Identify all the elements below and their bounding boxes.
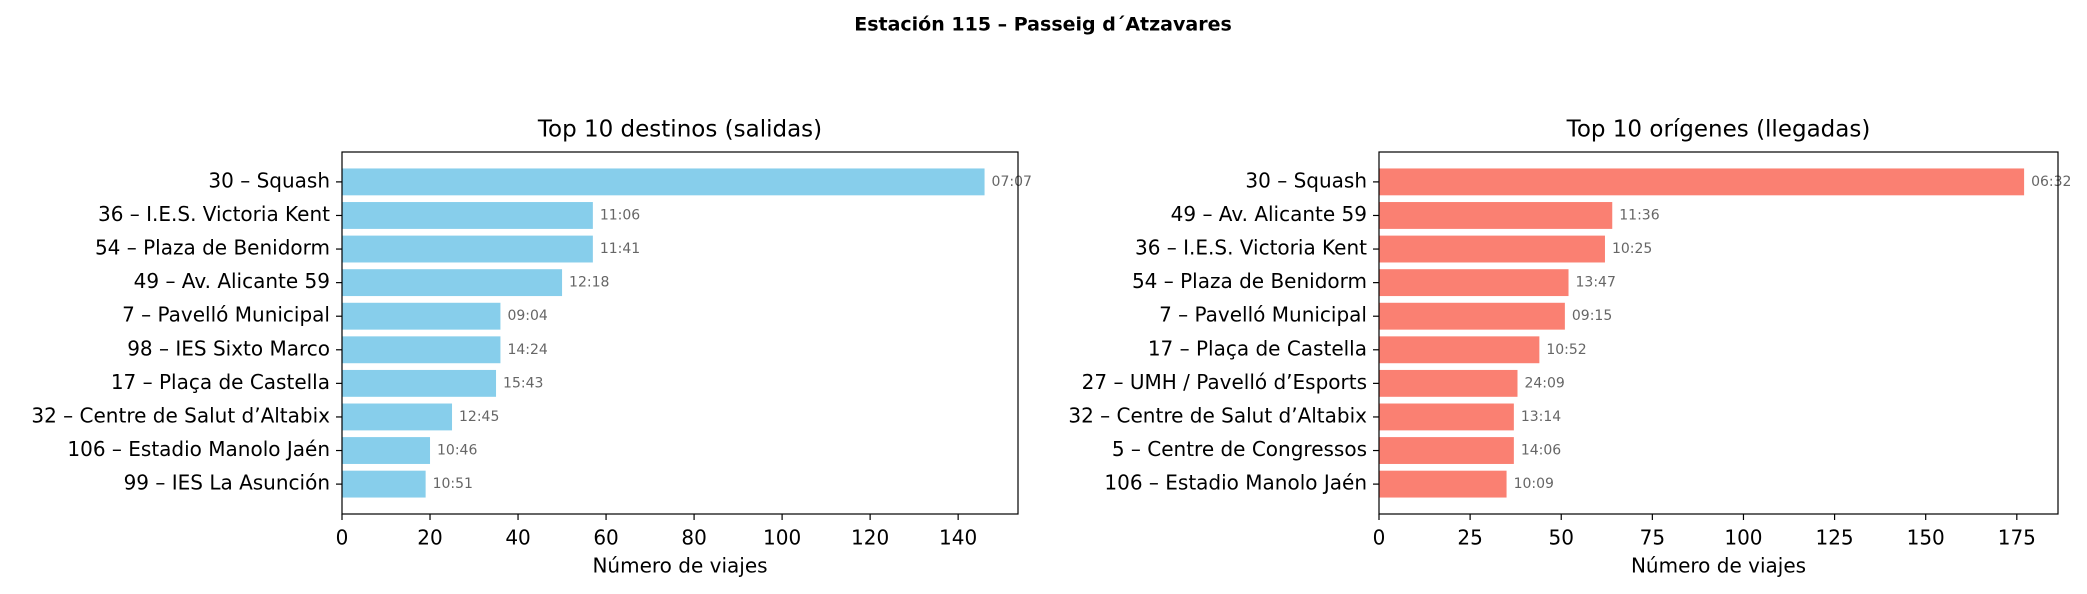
y-tick-label: 17 – Plaça de Castella (1148, 336, 1367, 360)
y-tick-label: 32 – Centre de Salut d’Altabix (1068, 403, 1367, 427)
y-tick-label: 106 – Estadio Manolo Jaén (67, 437, 330, 461)
bar-annotation: 12:18 (569, 275, 609, 291)
x-tick-label: 120 (851, 526, 889, 550)
x-tick-label: 60 (593, 526, 618, 550)
y-tick-label: 30 – Squash (1245, 168, 1367, 192)
bar (1379, 403, 1514, 431)
y-tick-label: 99 – IES La Asunción (124, 471, 330, 495)
x-tick-label: 80 (681, 526, 706, 550)
bar (1379, 302, 1565, 330)
bar-annotation: 11:36 (1619, 207, 1659, 223)
y-tick-label: 106 – Estadio Manolo Jaén (1104, 471, 1367, 495)
bar-annotation: 14:06 (1521, 443, 1561, 459)
bar-annotation: 13:47 (1576, 275, 1616, 291)
bar-annotation: 11:41 (600, 241, 640, 257)
y-tick-label: 7 – Pavelló Municipal (122, 303, 330, 327)
bar (342, 269, 563, 297)
bar-annotation: 14:24 (507, 342, 547, 358)
bar-annotation: 15:43 (503, 375, 543, 391)
x-tick-label: 75 (1640, 526, 1665, 550)
figure-title: Estación 115 – Passeig d´Atzavares (854, 14, 1232, 36)
bar (342, 470, 426, 498)
x-tick-label: 0 (1373, 526, 1386, 550)
bar (342, 168, 985, 196)
x-tick-label: 125 (1815, 526, 1853, 550)
x-tick-label: 175 (1998, 526, 2036, 550)
y-tick-label: 5 – Centre de Congressos (1112, 437, 1367, 461)
bar (1379, 168, 2025, 196)
bar (1379, 202, 1613, 229)
bar-annotation: 10:51 (433, 476, 473, 492)
bar-annotation: 10:09 (1514, 476, 1554, 492)
bar-annotation: 10:25 (1612, 241, 1652, 257)
x-tick-label: 150 (1907, 526, 1945, 550)
bar-annotation: 11:06 (600, 207, 640, 223)
y-tick-label: 36 – I.E.S. Victoria Kent (98, 202, 330, 226)
y-tick-label: 17 – Plaça de Castella (111, 370, 330, 394)
y-tick-label: 32 – Centre de Salut d’Altabix (31, 403, 330, 427)
bar (1379, 470, 1507, 498)
bar-annotation: 09:04 (507, 308, 547, 324)
bar-annotation: 24:09 (1524, 375, 1564, 391)
y-tick-label: 54 – Plaza de Benidorm (1132, 269, 1367, 293)
plot-frame (1378, 151, 2059, 515)
y-tick-label: 54 – Plaza de Benidorm (95, 236, 330, 260)
bar (342, 403, 453, 431)
x-tick-label: 20 (417, 526, 442, 550)
bar-annotation: 13:14 (1521, 409, 1561, 425)
y-tick-label: 36 – I.E.S. Victoria Kent (1135, 236, 1367, 260)
bar-annotation: 10:52 (1546, 342, 1586, 358)
x-tick-label: 140 (939, 526, 977, 550)
y-tick-label: 49 – Av. Alicante 59 (1171, 202, 1367, 226)
axis-title: Top 10 orígenes (llegadas) (1566, 117, 1871, 143)
bar (342, 235, 593, 263)
bar (1379, 235, 1605, 263)
x-tick-label: 0 (336, 526, 349, 550)
bar (1379, 369, 1518, 397)
plot-frame (341, 151, 1019, 515)
bar (342, 302, 501, 330)
x-tick-label: 25 (1457, 526, 1482, 550)
bar-annotation: 06:32 (2031, 174, 2071, 190)
bar (342, 202, 593, 229)
x-tick-label: 50 (1549, 526, 1574, 550)
x-tick-label: 100 (1724, 526, 1762, 550)
y-tick-label: 49 – Av. Alicante 59 (134, 269, 330, 293)
y-tick-label: 7 – Pavelló Municipal (1159, 303, 1367, 327)
bar (342, 369, 497, 397)
bar-annotation: 10:46 (437, 443, 477, 459)
y-tick-label: 30 – Squash (208, 168, 330, 192)
bar-annotation: 09:15 (1572, 308, 1612, 324)
x-axis-label: Número de viajes (592, 554, 767, 578)
axis-title: Top 10 destinos (salidas) (537, 117, 822, 143)
x-axis-label: Número de viajes (1631, 554, 1806, 578)
bar (1379, 269, 1569, 297)
x-tick-label: 100 (763, 526, 801, 550)
bar (1379, 336, 1540, 364)
y-tick-label: 98 – IES Sixto Marco (127, 336, 330, 360)
bar-annotation: 07:07 (992, 174, 1032, 190)
y-tick-label: 27 – UMH / Pavelló d’Esports (1082, 370, 1367, 394)
bar (342, 336, 501, 364)
bar (342, 437, 431, 464)
x-tick-label: 40 (505, 526, 530, 550)
bar (1379, 437, 1514, 464)
bar-annotation: 12:45 (459, 409, 499, 425)
